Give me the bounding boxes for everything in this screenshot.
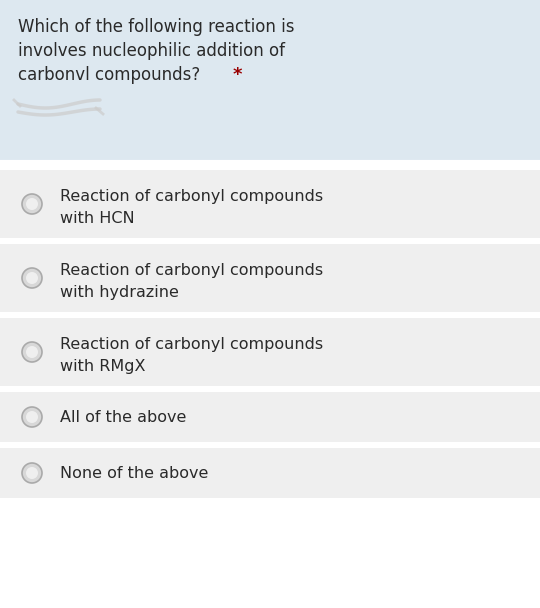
- Text: involves nucleophilic addition of: involves nucleophilic addition of: [18, 42, 285, 60]
- Text: Reaction of carbonyl compounds: Reaction of carbonyl compounds: [60, 263, 323, 278]
- Circle shape: [26, 411, 38, 423]
- Circle shape: [26, 198, 38, 210]
- Circle shape: [22, 342, 42, 362]
- Text: carbonvl compounds?: carbonvl compounds?: [18, 66, 206, 84]
- Circle shape: [22, 463, 42, 483]
- Text: with RMgX: with RMgX: [60, 359, 145, 374]
- Text: Reaction of carbonyl compounds: Reaction of carbonyl compounds: [60, 189, 323, 204]
- FancyBboxPatch shape: [0, 0, 540, 162]
- Text: *: *: [233, 66, 242, 84]
- Circle shape: [22, 268, 42, 288]
- Circle shape: [26, 467, 38, 479]
- FancyBboxPatch shape: [0, 170, 540, 238]
- Text: Which of the following reaction is: Which of the following reaction is: [18, 18, 294, 36]
- Circle shape: [22, 194, 42, 214]
- Text: with HCN: with HCN: [60, 211, 134, 226]
- FancyBboxPatch shape: [0, 318, 540, 386]
- FancyBboxPatch shape: [0, 392, 540, 442]
- FancyBboxPatch shape: [0, 448, 540, 498]
- FancyBboxPatch shape: [0, 244, 540, 312]
- Text: Reaction of carbonyl compounds: Reaction of carbonyl compounds: [60, 337, 323, 352]
- Text: None of the above: None of the above: [60, 466, 208, 481]
- Circle shape: [22, 407, 42, 427]
- Circle shape: [26, 346, 38, 358]
- Text: All of the above: All of the above: [60, 410, 186, 425]
- Circle shape: [26, 272, 38, 284]
- Text: with hydrazine: with hydrazine: [60, 285, 179, 300]
